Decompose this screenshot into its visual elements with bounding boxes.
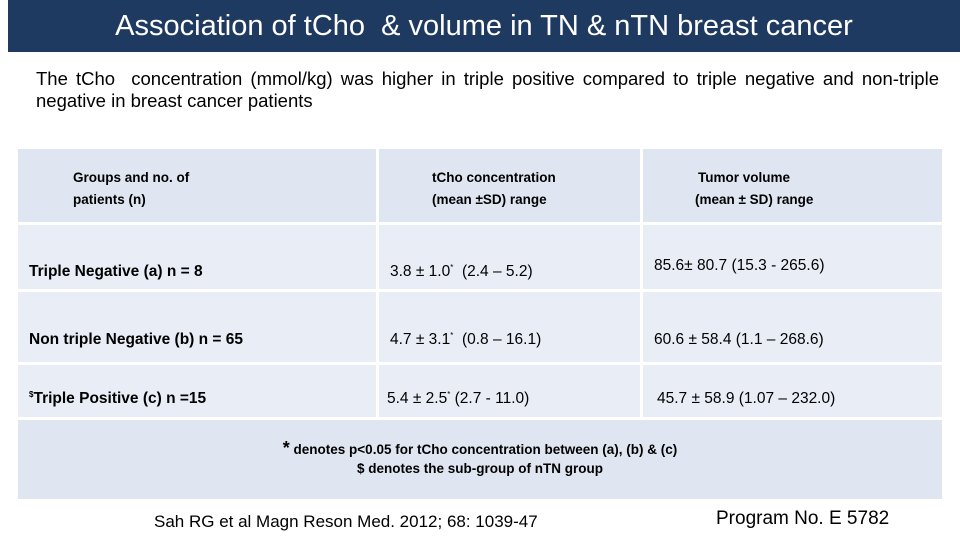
- header-tcho-line2: (mean ±SD) range: [432, 192, 547, 207]
- intro-text: The tCho concentration (mmol/kg) was hig…: [36, 68, 945, 111]
- footnote-significance: * denotes p<0.05 for tCho concentration …: [18, 438, 942, 459]
- citation: Sah RG et al Magn Reson Med. 2012; 68: 1…: [154, 512, 538, 531]
- tcho-range: (2.7 - 11.0): [450, 390, 530, 407]
- results-table: Groups and no. of patients (n) tCho conc…: [18, 149, 942, 499]
- volume-value: 85.6± 80.7 (15.3 - 265.6): [654, 257, 825, 274]
- row-group-triple-negative: Triple Negative (a) n = 8: [18, 225, 376, 289]
- header-group-line1: Groups and no. of: [73, 170, 190, 185]
- header-cell-group: Groups and no. of patients (n): [18, 149, 376, 222]
- footnote-star: *: [282, 438, 290, 458]
- row-volume-triple-negative: 85.6± 80.7 (15.3 - 265.6): [643, 225, 942, 289]
- tcho-value: 5.4 ± 2.5: [387, 390, 448, 407]
- footnote-significance-text: denotes p<0.05 for tCho concentration be…: [289, 442, 678, 457]
- volume-value: 45.7 ± 58.9 (1.07 – 232.0): [657, 390, 836, 407]
- tcho-range: (0.8 – 16.1): [453, 331, 542, 348]
- row-group-label: Non triple Negative (b) n = 65: [29, 331, 244, 348]
- table-footnote: * denotes p<0.05 for tCho concentration …: [18, 420, 942, 499]
- significance-marker: *: [450, 262, 454, 272]
- row-tcho-triple-negative: 3.8 ± 1.0* (2.4 – 5.2): [379, 225, 640, 289]
- header-cell-tcho: tCho concentration (mean ±SD) range: [379, 149, 640, 222]
- significance-marker: *: [450, 330, 454, 340]
- header-volume-line2: (mean ± SD) range: [695, 192, 814, 207]
- volume-value: 60.6 ± 58.4 (1.1 – 268.6): [654, 331, 824, 348]
- tcho-range: (2.4 – 5.2): [453, 263, 533, 280]
- row-tcho-non-triple-negative: 4.7 ± 3.1* (0.8 – 16.1): [379, 292, 640, 362]
- footnote-subgroup: $ denotes the sub-group of nTN group: [357, 461, 603, 476]
- significance-marker: *: [447, 389, 451, 399]
- row-volume-triple-positive: 45.7 ± 58.9 (1.07 – 232.0): [643, 365, 942, 417]
- tcho-value: 3.8 ± 1.0: [390, 263, 451, 280]
- row-group-label: Triple Positive (c) n =15: [33, 390, 207, 407]
- header-tcho-line1: tCho concentration: [432, 170, 556, 185]
- subgroup-marker: $: [29, 389, 34, 399]
- row-group-non-triple-negative: Non triple Negative (b) n = 65: [18, 292, 376, 362]
- header-volume-line1: Tumor volume: [698, 170, 791, 185]
- tcho-value: 4.7 ± 3.1: [390, 331, 451, 348]
- header-cell-volume: Tumor volume (mean ± SD) range: [643, 149, 942, 222]
- slide-title: Association of tCho & volume in TN & nTN…: [115, 9, 853, 42]
- program-number: Program No. E 5782: [716, 508, 890, 529]
- row-group-label: Triple Negative (a) n = 8: [29, 263, 203, 280]
- row-group-triple-positive: $Triple Positive (c) n =15: [18, 365, 376, 417]
- row-volume-non-triple-negative: 60.6 ± 58.4 (1.1 – 268.6): [643, 292, 942, 362]
- slide-title-bar: Association of tCho & volume in TN & nTN…: [8, 0, 960, 52]
- header-group-line2: patients (n): [73, 192, 146, 207]
- row-tcho-triple-positive: 5.4 ± 2.5* (2.7 - 11.0): [379, 365, 640, 417]
